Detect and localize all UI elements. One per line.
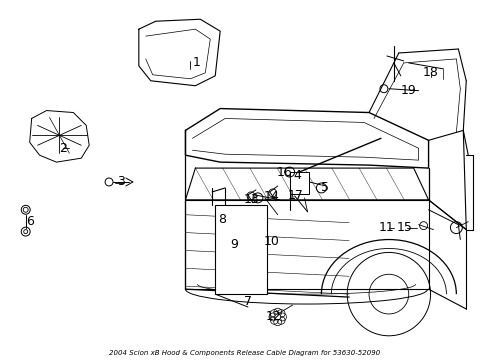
- Text: 15: 15: [396, 221, 412, 234]
- Text: 16: 16: [276, 166, 292, 179]
- Text: 8: 8: [218, 213, 226, 226]
- Text: 3: 3: [117, 175, 124, 189]
- Polygon shape: [185, 200, 427, 289]
- Text: 6: 6: [26, 215, 34, 228]
- Text: 11: 11: [378, 221, 394, 234]
- Bar: [289, 172, 309, 194]
- Circle shape: [274, 314, 280, 320]
- Text: 2: 2: [60, 142, 67, 155]
- Text: 17: 17: [287, 189, 303, 202]
- Bar: [215, 205, 266, 294]
- Polygon shape: [30, 111, 89, 162]
- Text: 7: 7: [244, 294, 251, 307]
- Text: 14: 14: [264, 190, 279, 203]
- Text: 2004 Scion xB Hood & Components Release Cable Diagram for 53630-52090: 2004 Scion xB Hood & Components Release …: [109, 350, 379, 356]
- Polygon shape: [185, 109, 427, 168]
- Text: 13: 13: [244, 193, 259, 206]
- Polygon shape: [139, 19, 220, 86]
- Text: 12: 12: [265, 310, 281, 323]
- Text: 1: 1: [192, 57, 200, 69]
- Text: 10: 10: [264, 235, 279, 248]
- Text: 18: 18: [422, 66, 438, 79]
- Text: 19: 19: [400, 84, 416, 97]
- Polygon shape: [185, 168, 427, 200]
- Text: 5: 5: [321, 181, 329, 194]
- Circle shape: [24, 230, 28, 234]
- Text: 4: 4: [293, 168, 301, 181]
- Text: 9: 9: [230, 238, 238, 251]
